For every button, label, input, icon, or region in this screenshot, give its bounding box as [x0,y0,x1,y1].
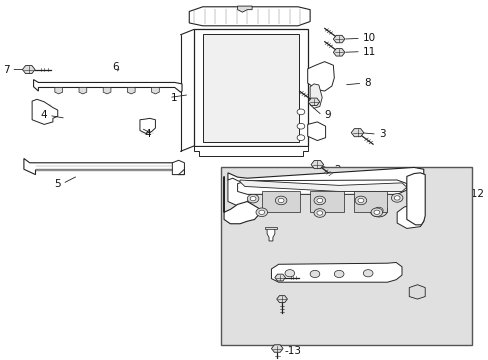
Bar [220,167,471,345]
Polygon shape [274,274,285,281]
Polygon shape [55,87,62,94]
Polygon shape [264,227,276,229]
Text: 18: 18 [392,204,406,215]
Polygon shape [224,176,259,224]
Text: 6: 6 [112,62,119,72]
Text: 15: 15 [241,231,254,240]
Polygon shape [189,7,309,26]
Text: 3: 3 [378,129,385,139]
Circle shape [255,208,267,217]
Text: -14: -14 [437,293,454,303]
Polygon shape [194,146,307,156]
Polygon shape [406,173,425,225]
Circle shape [316,211,322,215]
Polygon shape [194,30,307,146]
Polygon shape [203,34,298,141]
Circle shape [275,196,286,205]
Polygon shape [333,35,344,43]
Text: -12: -12 [467,189,484,199]
Circle shape [297,135,304,140]
Circle shape [250,197,255,201]
Polygon shape [374,207,383,214]
Circle shape [285,270,294,277]
Circle shape [390,194,402,202]
Circle shape [370,208,382,217]
Polygon shape [271,262,401,282]
Polygon shape [22,66,35,73]
Circle shape [247,194,258,203]
Polygon shape [271,345,283,352]
Polygon shape [140,118,155,134]
Polygon shape [309,84,322,108]
Text: 16: 16 [241,273,254,283]
Circle shape [316,198,322,203]
Circle shape [373,210,379,215]
Text: 17: 17 [257,302,270,312]
Circle shape [297,109,304,115]
Polygon shape [151,87,159,94]
Circle shape [363,270,372,277]
Polygon shape [172,160,184,175]
Polygon shape [307,98,319,105]
Text: 8: 8 [364,78,370,88]
Text: 2: 2 [333,165,340,175]
Polygon shape [309,191,343,212]
Polygon shape [127,87,135,94]
Polygon shape [79,87,86,94]
Polygon shape [276,296,287,302]
Polygon shape [396,205,423,228]
Circle shape [334,270,343,278]
Polygon shape [261,191,300,212]
Text: 4: 4 [41,111,47,121]
Circle shape [258,210,264,215]
Polygon shape [307,62,334,91]
Circle shape [357,198,363,203]
Polygon shape [369,204,386,217]
Circle shape [309,270,319,278]
Polygon shape [34,80,182,92]
Polygon shape [353,191,386,212]
Polygon shape [266,228,274,241]
Polygon shape [237,6,252,12]
Text: 11: 11 [362,46,375,57]
Text: -13: -13 [284,346,301,356]
Circle shape [278,198,284,203]
Polygon shape [307,122,325,140]
Polygon shape [227,167,423,184]
Text: 1: 1 [170,93,177,103]
Polygon shape [227,178,252,206]
Circle shape [313,196,325,205]
Circle shape [354,196,366,205]
Polygon shape [24,158,184,175]
Polygon shape [237,180,406,194]
Text: 4: 4 [144,129,151,139]
Polygon shape [350,129,363,137]
Circle shape [393,196,399,200]
Text: 9: 9 [324,111,330,121]
Text: 5: 5 [54,179,61,189]
Polygon shape [240,180,406,192]
Polygon shape [333,49,344,56]
Circle shape [297,123,304,129]
Polygon shape [310,161,323,168]
Polygon shape [32,99,58,125]
Text: 7: 7 [3,64,9,75]
Text: 10: 10 [362,33,375,43]
Polygon shape [103,87,111,94]
Polygon shape [408,285,425,299]
Circle shape [313,209,325,217]
